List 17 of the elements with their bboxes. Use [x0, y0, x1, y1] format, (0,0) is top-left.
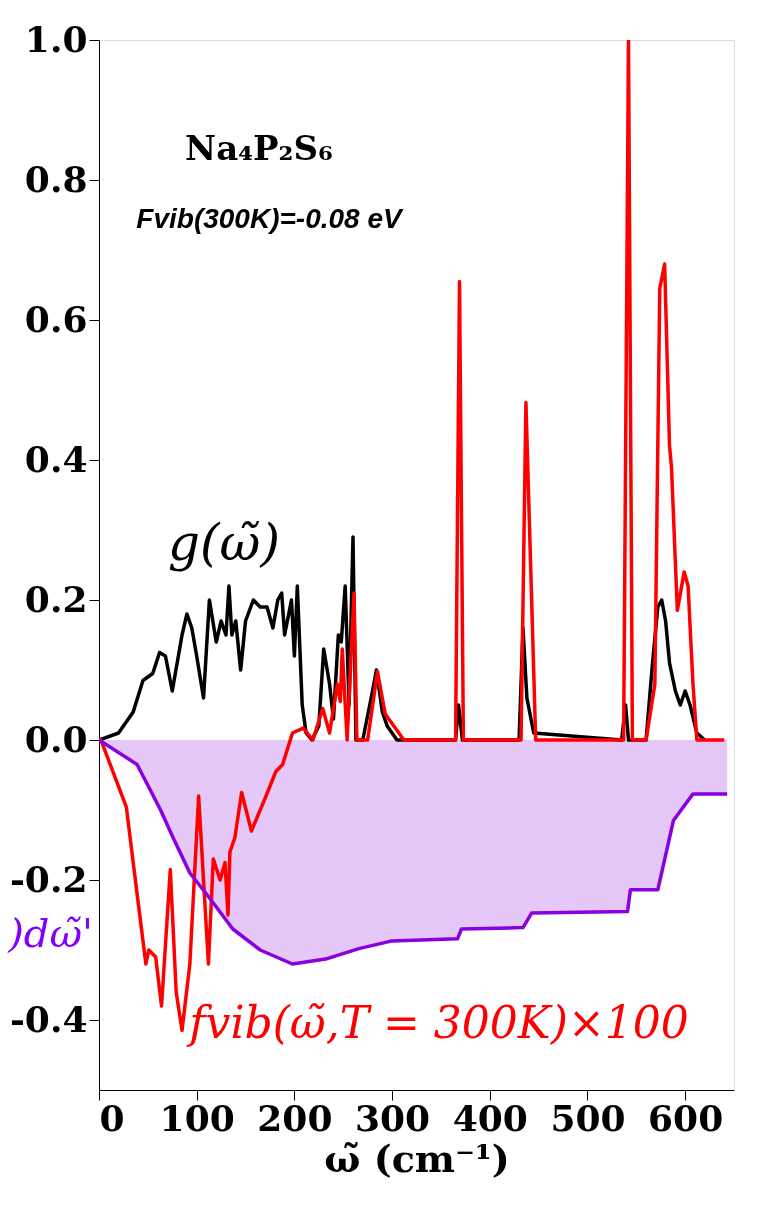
text: )dω̃': [7, 910, 93, 956]
annotation: Na₄P₂S₆: [185, 128, 333, 168]
annotation: Fvib(300K)=-0.08 eV: [136, 203, 404, 234]
y-tick-label: 0.2: [24, 577, 88, 620]
y-tick-label: 0.8: [24, 157, 88, 200]
x-tick-label: 100: [159, 1096, 235, 1139]
x-tick-label: 500: [550, 1096, 626, 1139]
y-tick-label: 1.0: [24, 17, 88, 60]
y-tick-label: 0.6: [24, 297, 88, 340]
y-tick-label: 0.4: [24, 437, 88, 480]
y-tick-label: -0.4: [9, 997, 88, 1040]
x-tick-label: 0: [99, 1096, 125, 1139]
annotation: fvib(ω̃,T = 300K)×100: [186, 997, 689, 1048]
y-tick-label: 0.0: [24, 717, 88, 760]
y-tick-label: -0.2: [9, 857, 88, 900]
annotation: g(ω̃): [168, 514, 280, 572]
x-tick-label: 600: [648, 1096, 724, 1139]
